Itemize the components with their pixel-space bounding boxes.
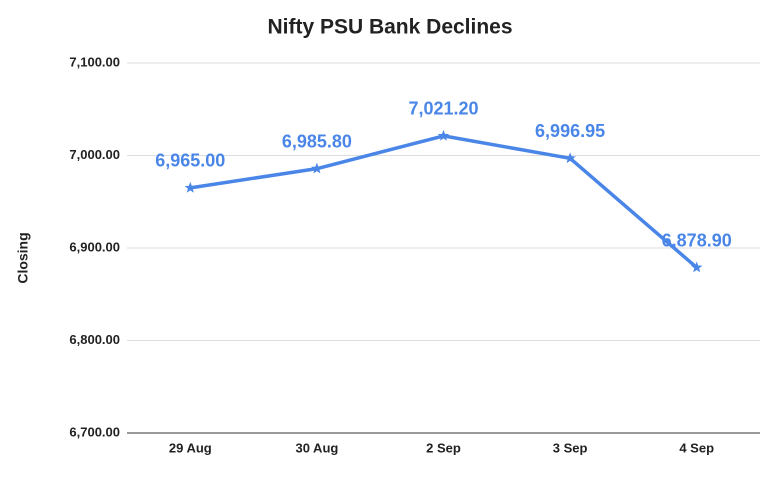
marker (184, 181, 197, 193)
value-label: 6,996.95 (535, 121, 605, 141)
y-tick-label: 6,700.00 (69, 424, 120, 439)
y-tick-label: 6,900.00 (69, 239, 120, 254)
value-label: 6,878.90 (662, 230, 732, 250)
y-tick-label: 7,100.00 (69, 54, 120, 69)
x-tick-label: 3 Sep (553, 440, 588, 455)
value-label: 6,965.00 (155, 151, 225, 171)
marker (311, 162, 323, 174)
marker (437, 129, 450, 141)
y-axis-label: Closing (15, 232, 31, 283)
y-tick-label: 7,000.00 (69, 147, 120, 162)
value-label: 6,985.80 (282, 131, 352, 151)
x-tick-label: 29 Aug (169, 440, 212, 455)
marker (690, 261, 703, 273)
chart-title: Nifty PSU Bank Declines (267, 16, 512, 39)
x-tick-label: 2 Sep (426, 440, 461, 455)
marker (564, 152, 576, 164)
x-tick-label: 4 Sep (679, 440, 714, 455)
x-tick-label: 30 Aug (295, 440, 338, 455)
value-label: 7,021.20 (408, 99, 478, 119)
y-tick-label: 6,800.00 (69, 332, 120, 347)
